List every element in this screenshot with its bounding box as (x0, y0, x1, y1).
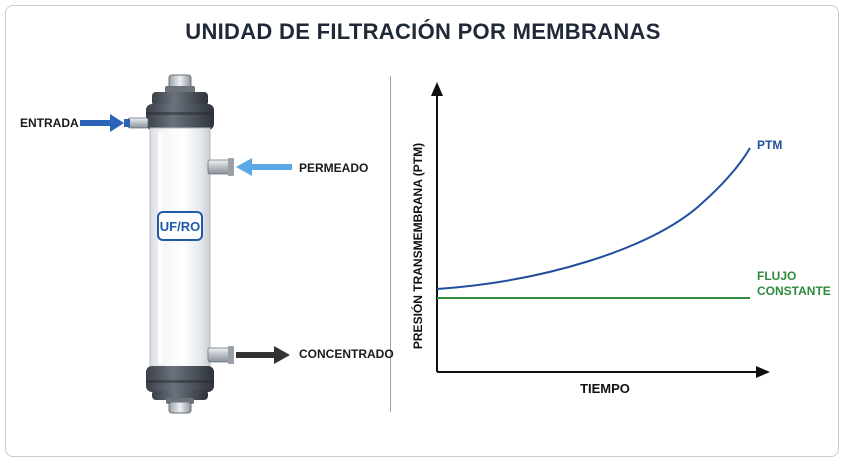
y-axis-arrowhead (431, 82, 443, 96)
concentrate-connector (207, 346, 234, 364)
ptm-graph: PTM FLUJO CONSTANTE TIEMPO PRESIÓN TRANS… (410, 82, 831, 396)
top-fitting (165, 74, 195, 94)
permeate-connector (207, 158, 234, 176)
panel-divider (390, 76, 391, 412)
concentrate-arrow (236, 346, 290, 364)
inlet-arrow (80, 114, 124, 132)
inlet-connector (124, 117, 149, 129)
permeate-label: PERMEADO (299, 161, 369, 175)
x-axis-label: TIEMPO (580, 381, 630, 396)
diagram-title: UNIDAD DE FILTRACIÓN POR MEMBRANAS (185, 19, 661, 44)
permeate-arrow (236, 158, 292, 176)
concentrate-label: CONCENTRADO (299, 347, 394, 361)
inlet-label: ENTRADA (20, 116, 79, 130)
flow-series-label-line1: FLUJO (757, 269, 796, 283)
ptm-series-label: PTM (757, 138, 782, 152)
bottom-fitting (166, 398, 194, 414)
top-end-cap (146, 92, 214, 130)
bottom-end-cap (146, 366, 214, 400)
uf-ro-badge (157, 211, 203, 241)
uf-ro-badge-label: UF/RO (160, 219, 200, 234)
ptm-curve (436, 147, 751, 290)
y-axis-label: PRESIÓN TRANSMEMBRANA (PTM) (410, 143, 425, 349)
x-axis-arrowhead (756, 366, 770, 378)
diagram-frame (5, 5, 839, 457)
flow-series-label-line2: CONSTANTE (757, 284, 831, 298)
